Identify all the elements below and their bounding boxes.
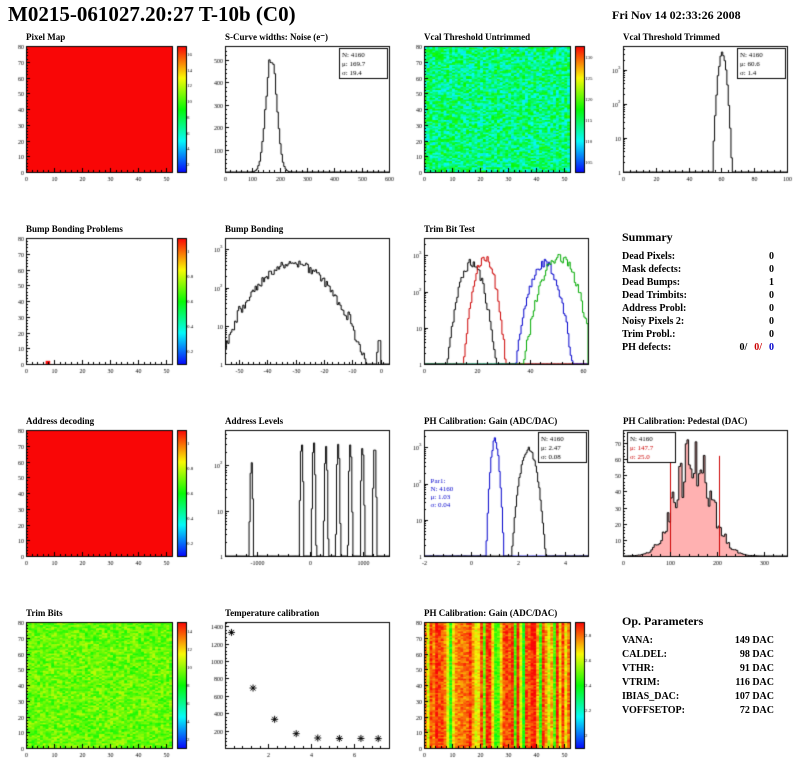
- ph-gain-heatmap: [398, 619, 597, 769]
- ph-defects-value-2: 0/: [754, 342, 762, 353]
- summary-label: Address Probl:: [622, 303, 687, 314]
- chart-title: Trim Bit Test: [424, 224, 475, 234]
- op-parameter-label: VTHR:: [622, 663, 655, 674]
- panel-trim-bits: Trim Bits: [0, 606, 199, 772]
- op-parameter-value: 98 DAC: [739, 649, 774, 660]
- summary-label: Trim Probl.:: [622, 329, 676, 340]
- ph-defects-value-1: 0/: [739, 342, 748, 353]
- chart-title: Trim Bits: [26, 608, 63, 618]
- bump-bonding-histogram: [199, 235, 398, 385]
- panel-address-decoding: Address decoding: [0, 414, 199, 580]
- pixel-map-heatmap: [0, 43, 199, 193]
- chart-title: Pixel Map: [26, 32, 66, 42]
- panel-vcal-untrimmed: Vcal Threshold Untrimmed: [398, 30, 597, 196]
- summary-row: Dead Trimbits: 0: [622, 289, 774, 302]
- op-parameter-value: 91 DAC: [739, 663, 774, 674]
- chart-title: PH Calibration: Gain (ADC/DAC): [424, 608, 558, 618]
- op-parameter-value: 72 DAC: [739, 705, 774, 716]
- chart-title: Address decoding: [26, 416, 95, 426]
- temperature-calibration-scatter: [199, 619, 398, 769]
- chart-title: S-Curve widths: Noise (e⁻): [225, 32, 328, 42]
- op-parameter-row: VANA: 149 DAC: [622, 634, 774, 648]
- chart-title: Temperature calibration: [225, 608, 320, 618]
- ph-defects-value-3: 0: [769, 342, 774, 353]
- op-parameters-title: Op. Parameters: [622, 614, 704, 628]
- panel-vcal-trimmed: Vcal Threshold Trimmed: [597, 30, 796, 196]
- summary-label: Dead Trimbits:: [622, 290, 687, 301]
- ph-defects-values: 0/0/0: [732, 341, 774, 354]
- op-parameter-label: IBIAS_DAC:: [622, 691, 680, 702]
- scurve-noise-histogram: [199, 43, 398, 193]
- summary-label: PH defects:: [622, 342, 672, 353]
- summary-value: 1: [769, 277, 774, 288]
- timestamp: Fri Nov 14 02:33:26 2008: [612, 8, 741, 22]
- op-parameter-value: 107 DAC: [734, 691, 774, 702]
- ph-pedestal-histogram: [597, 427, 796, 577]
- summary-row: Dead Pixels: 0: [622, 250, 774, 263]
- summary-row: Trim Probl.: 0: [622, 328, 774, 341]
- op-parameter-row: VTRIM: 116 DAC: [622, 676, 774, 690]
- panel-temperature-calibration: Temperature calibration: [199, 606, 398, 772]
- panel-ph-pedestal: PH Calibration: Pedestal (DAC): [597, 414, 796, 580]
- op-parameter-value: 149 DAC: [734, 635, 774, 646]
- panel-bump-bonding-problems: Bump Bonding Problems: [0, 222, 199, 388]
- summary-value: 0: [769, 303, 774, 314]
- summary-label: Noisy Pixels 2:: [622, 316, 685, 327]
- ph-gain-histogram: [398, 427, 597, 577]
- chart-title: PH Calibration: Pedestal (DAC): [623, 416, 748, 426]
- chart-title: Bump Bonding Problems: [26, 224, 123, 234]
- summary-row: Dead Bumps: 1: [622, 276, 774, 289]
- summary-value: 0: [769, 316, 774, 327]
- panel-address-levels: Address Levels: [199, 414, 398, 580]
- summary-value: 0: [769, 264, 774, 275]
- summary-title: Summary: [622, 230, 673, 244]
- op-parameter-row: VOFFSETOP: 72 DAC: [622, 704, 774, 718]
- trim-bit-test-histogram: [398, 235, 597, 385]
- summary-label: Dead Bumps:: [622, 277, 681, 288]
- panel-ph-gain-map: PH Calibration: Gain (ADC/DAC): [398, 606, 597, 772]
- panel-pixel-map: Pixel Map: [0, 30, 199, 196]
- op-parameter-label: CALDEL:: [622, 649, 668, 660]
- summary-value: 0: [769, 290, 774, 301]
- summary-row-ph-defects: PH defects: 0/0/0: [622, 341, 774, 354]
- summary-row: Address Probl: 0: [622, 302, 774, 315]
- page-title: M0215-061027.20:27 T-10b (C0): [8, 2, 296, 26]
- op-parameter-label: VTRIM:: [622, 677, 660, 688]
- op-parameter-row: IBIAS_DAC: 107 DAC: [622, 690, 774, 704]
- address-decoding-heatmap: [0, 427, 199, 577]
- vcal-trimmed-histogram: [597, 43, 796, 193]
- bump-bonding-problems-heatmap: [0, 235, 199, 385]
- op-parameter-value: 116 DAC: [735, 677, 774, 688]
- panel-trim-bit-test: Trim Bit Test: [398, 222, 597, 388]
- summary-label: Mask defects:: [622, 264, 682, 275]
- chart-title: Address Levels: [225, 416, 284, 426]
- trim-bits-heatmap: [0, 619, 199, 769]
- summary-value: 0: [769, 251, 774, 262]
- op-parameters-panel: Op. Parameters VANA: 149 DAC CALDEL: 98 DA…: [597, 606, 796, 772]
- panel-ph-gain-hist: PH Calibration: Gain (ADC/DAC): [398, 414, 597, 580]
- chart-title: Bump Bonding: [225, 224, 284, 234]
- chart-title: PH Calibration: Gain (ADC/DAC): [424, 416, 558, 426]
- summary-row: Mask defects: 0: [622, 263, 774, 276]
- chart-title: Vcal Threshold Untrimmed: [424, 32, 531, 42]
- summary-value: 0: [769, 329, 774, 340]
- summary-panel: Summary Dead Pixels: 0 Mask defects: 0 Dea…: [597, 222, 796, 388]
- panel-bump-bonding: Bump Bonding: [199, 222, 398, 388]
- summary-row: Noisy Pixels 2: 0: [622, 315, 774, 328]
- summary-label: Dead Pixels:: [622, 251, 676, 262]
- panel-scurve-noise: S-Curve widths: Noise (e⁻): [199, 30, 398, 196]
- vcal-untrimmed-heatmap: [398, 43, 597, 193]
- op-parameter-label: VANA:: [622, 635, 653, 646]
- op-parameter-row: VTHR: 91 DAC: [622, 662, 774, 676]
- op-parameter-label: VOFFSETOP:: [622, 705, 685, 716]
- op-parameter-row: CALDEL: 98 DAC: [622, 648, 774, 662]
- address-levels-histogram: [199, 427, 398, 577]
- chart-title: Vcal Threshold Trimmed: [623, 32, 720, 42]
